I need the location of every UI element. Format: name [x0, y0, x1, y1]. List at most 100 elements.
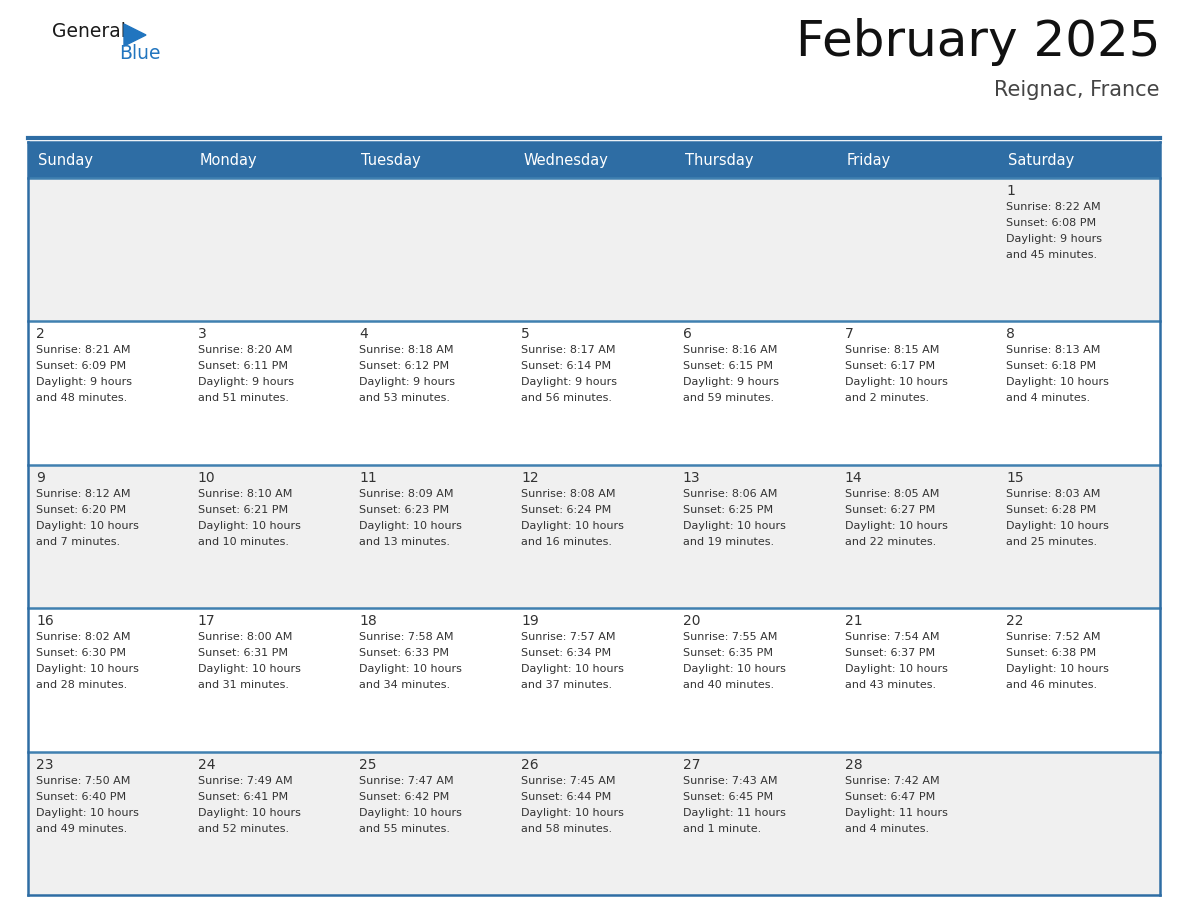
Text: Sunday: Sunday: [38, 152, 93, 167]
Text: and 25 minutes.: and 25 minutes.: [1006, 537, 1098, 547]
Text: Daylight: 10 hours: Daylight: 10 hours: [36, 665, 139, 674]
FancyBboxPatch shape: [29, 142, 1159, 178]
Text: Sunrise: 8:00 AM: Sunrise: 8:00 AM: [197, 633, 292, 643]
Text: General: General: [52, 22, 126, 41]
Text: Daylight: 10 hours: Daylight: 10 hours: [845, 521, 948, 531]
Text: Daylight: 10 hours: Daylight: 10 hours: [197, 665, 301, 674]
FancyBboxPatch shape: [29, 609, 190, 752]
Text: and 4 minutes.: and 4 minutes.: [1006, 394, 1091, 403]
FancyBboxPatch shape: [352, 321, 513, 465]
Text: 15: 15: [1006, 471, 1024, 485]
Text: Sunset: 6:33 PM: Sunset: 6:33 PM: [360, 648, 449, 658]
Text: Daylight: 10 hours: Daylight: 10 hours: [197, 521, 301, 531]
Text: Daylight: 10 hours: Daylight: 10 hours: [36, 521, 139, 531]
FancyBboxPatch shape: [998, 752, 1159, 895]
Text: 1: 1: [1006, 184, 1016, 198]
Text: Daylight: 10 hours: Daylight: 10 hours: [197, 808, 301, 818]
Text: 20: 20: [683, 614, 701, 628]
Text: Sunset: 6:30 PM: Sunset: 6:30 PM: [36, 648, 126, 658]
Text: Friday: Friday: [847, 152, 891, 167]
Text: 26: 26: [522, 757, 539, 772]
Text: Daylight: 11 hours: Daylight: 11 hours: [683, 808, 785, 818]
Text: Sunrise: 8:08 AM: Sunrise: 8:08 AM: [522, 488, 615, 498]
Text: and 40 minutes.: and 40 minutes.: [683, 680, 775, 690]
Text: Sunrise: 8:10 AM: Sunrise: 8:10 AM: [197, 488, 292, 498]
FancyBboxPatch shape: [998, 178, 1159, 321]
Text: Daylight: 9 hours: Daylight: 9 hours: [1006, 234, 1102, 244]
Text: Sunrise: 8:17 AM: Sunrise: 8:17 AM: [522, 345, 615, 355]
Text: Sunrise: 7:55 AM: Sunrise: 7:55 AM: [683, 633, 777, 643]
Text: Daylight: 10 hours: Daylight: 10 hours: [36, 808, 139, 818]
Text: 16: 16: [36, 614, 53, 628]
Text: and 59 minutes.: and 59 minutes.: [683, 394, 775, 403]
Text: Sunrise: 7:52 AM: Sunrise: 7:52 AM: [1006, 633, 1101, 643]
Text: Sunset: 6:37 PM: Sunset: 6:37 PM: [845, 648, 935, 658]
Text: Sunrise: 8:02 AM: Sunrise: 8:02 AM: [36, 633, 131, 643]
FancyBboxPatch shape: [675, 752, 836, 895]
FancyBboxPatch shape: [513, 752, 675, 895]
Text: and 1 minute.: and 1 minute.: [683, 823, 762, 834]
Text: Sunset: 6:14 PM: Sunset: 6:14 PM: [522, 362, 612, 372]
FancyBboxPatch shape: [352, 609, 513, 752]
Text: Wednesday: Wednesday: [523, 152, 608, 167]
Text: Sunset: 6:28 PM: Sunset: 6:28 PM: [1006, 505, 1097, 515]
FancyBboxPatch shape: [836, 178, 998, 321]
Text: 22: 22: [1006, 614, 1024, 628]
Text: 5: 5: [522, 328, 530, 341]
Text: Daylight: 9 hours: Daylight: 9 hours: [683, 377, 779, 387]
Text: 6: 6: [683, 328, 691, 341]
Text: Sunset: 6:38 PM: Sunset: 6:38 PM: [1006, 648, 1097, 658]
Text: 13: 13: [683, 471, 701, 485]
FancyBboxPatch shape: [836, 321, 998, 465]
Text: Daylight: 10 hours: Daylight: 10 hours: [1006, 665, 1110, 674]
Text: Daylight: 10 hours: Daylight: 10 hours: [360, 808, 462, 818]
Text: Sunrise: 8:13 AM: Sunrise: 8:13 AM: [1006, 345, 1100, 355]
Text: Sunrise: 7:42 AM: Sunrise: 7:42 AM: [845, 776, 940, 786]
FancyBboxPatch shape: [513, 465, 675, 609]
Text: Sunrise: 7:47 AM: Sunrise: 7:47 AM: [360, 776, 454, 786]
Text: Sunrise: 7:49 AM: Sunrise: 7:49 AM: [197, 776, 292, 786]
FancyBboxPatch shape: [675, 465, 836, 609]
Text: Sunset: 6:41 PM: Sunset: 6:41 PM: [197, 791, 287, 801]
Text: Sunset: 6:15 PM: Sunset: 6:15 PM: [683, 362, 773, 372]
FancyBboxPatch shape: [513, 321, 675, 465]
Text: Sunset: 6:47 PM: Sunset: 6:47 PM: [845, 791, 935, 801]
Text: 10: 10: [197, 471, 215, 485]
Text: Sunset: 6:17 PM: Sunset: 6:17 PM: [845, 362, 935, 372]
Text: and 37 minutes.: and 37 minutes.: [522, 680, 612, 690]
Text: and 43 minutes.: and 43 minutes.: [845, 680, 936, 690]
Text: Reignac, France: Reignac, France: [994, 80, 1159, 100]
Text: Sunrise: 8:22 AM: Sunrise: 8:22 AM: [1006, 202, 1101, 212]
Text: Sunrise: 8:03 AM: Sunrise: 8:03 AM: [1006, 488, 1100, 498]
FancyBboxPatch shape: [190, 609, 352, 752]
Text: Daylight: 10 hours: Daylight: 10 hours: [360, 665, 462, 674]
FancyBboxPatch shape: [675, 321, 836, 465]
FancyBboxPatch shape: [352, 752, 513, 895]
Text: Sunset: 6:27 PM: Sunset: 6:27 PM: [845, 505, 935, 515]
FancyBboxPatch shape: [675, 178, 836, 321]
Text: 17: 17: [197, 614, 215, 628]
FancyBboxPatch shape: [190, 752, 352, 895]
Text: Sunrise: 8:16 AM: Sunrise: 8:16 AM: [683, 345, 777, 355]
FancyBboxPatch shape: [190, 465, 352, 609]
Text: Sunset: 6:25 PM: Sunset: 6:25 PM: [683, 505, 773, 515]
Text: Sunset: 6:24 PM: Sunset: 6:24 PM: [522, 505, 612, 515]
Text: Sunrise: 8:21 AM: Sunrise: 8:21 AM: [36, 345, 131, 355]
Text: Sunset: 6:31 PM: Sunset: 6:31 PM: [197, 648, 287, 658]
Text: Sunrise: 8:06 AM: Sunrise: 8:06 AM: [683, 488, 777, 498]
Text: Daylight: 10 hours: Daylight: 10 hours: [845, 377, 948, 387]
FancyBboxPatch shape: [998, 465, 1159, 609]
Text: and 22 minutes.: and 22 minutes.: [845, 537, 936, 547]
Text: Sunset: 6:21 PM: Sunset: 6:21 PM: [197, 505, 287, 515]
Text: Daylight: 11 hours: Daylight: 11 hours: [845, 808, 948, 818]
Text: 3: 3: [197, 328, 207, 341]
Text: Sunrise: 7:54 AM: Sunrise: 7:54 AM: [845, 633, 939, 643]
Text: 9: 9: [36, 471, 45, 485]
Text: Sunset: 6:40 PM: Sunset: 6:40 PM: [36, 791, 126, 801]
Text: Thursday: Thursday: [684, 152, 753, 167]
Text: and 58 minutes.: and 58 minutes.: [522, 823, 612, 834]
FancyBboxPatch shape: [836, 752, 998, 895]
Text: 14: 14: [845, 471, 862, 485]
FancyBboxPatch shape: [675, 609, 836, 752]
FancyBboxPatch shape: [998, 609, 1159, 752]
